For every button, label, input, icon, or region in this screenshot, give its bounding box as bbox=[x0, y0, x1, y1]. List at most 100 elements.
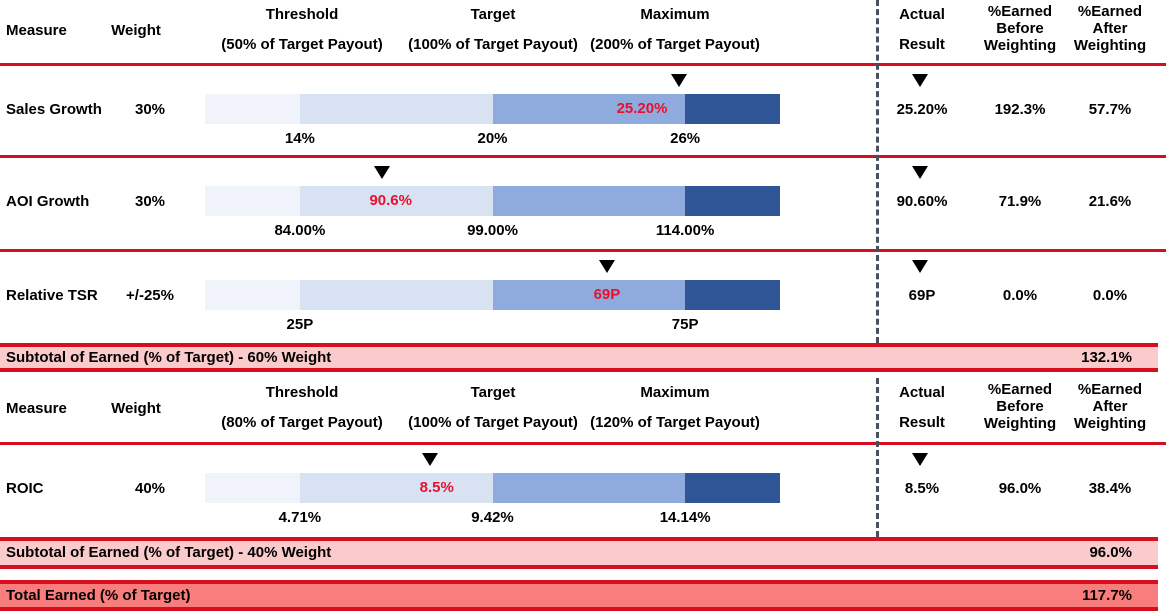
header-maximum-sub: (120% of Target Payout) bbox=[590, 414, 760, 431]
axis-tick-label: 14% bbox=[284, 130, 315, 147]
header-earned-before: Weighting bbox=[983, 37, 1057, 54]
actual-result-value: 90.60% bbox=[896, 193, 948, 210]
header-earned-after: After bbox=[1092, 398, 1128, 415]
earned-before-value: 0.0% bbox=[1002, 287, 1038, 304]
axis-tick-label: 25P bbox=[286, 316, 314, 333]
measure-row: Relative TSR +/-25% 69P 25P 75P 69P 0.0% 0.0% bbox=[0, 252, 1166, 343]
header-threshold-sub: (50% of Target Payout) bbox=[221, 36, 383, 53]
actual-result-marker-icon bbox=[912, 453, 928, 466]
dashed-separator bbox=[876, 378, 879, 537]
gauge-segment bbox=[205, 186, 300, 216]
result-marker-icon bbox=[374, 166, 391, 179]
measure-label: Relative TSR bbox=[6, 287, 98, 304]
red-divider-line bbox=[0, 63, 1166, 66]
header-maximum-title: Maximum bbox=[640, 6, 710, 23]
header-target-title: Target bbox=[470, 384, 516, 401]
gauge-segment bbox=[299, 186, 493, 216]
red-divider-line bbox=[0, 249, 1166, 252]
result-value-label: 8.5% bbox=[419, 479, 454, 496]
measure-row: ROIC 40% 8.5% 4.71% 9.42% 14.14% 8.5% 96.0% 38.4… bbox=[0, 445, 1166, 537]
axis-tick-label: 4.71% bbox=[278, 509, 322, 526]
gauge-segment bbox=[685, 94, 780, 124]
axis-tick-label: 75P bbox=[671, 316, 699, 333]
gauge-segment bbox=[299, 473, 493, 503]
header-target-title: Target bbox=[470, 6, 516, 23]
total-label: Total Earned (% of Target) bbox=[6, 587, 191, 604]
gauge-segment bbox=[492, 94, 686, 124]
measure-row: AOI Growth 30% 90.6% 84.00% 99.00% 114.00% 90.… bbox=[0, 158, 1166, 249]
header-weight: Weight bbox=[111, 22, 161, 39]
section-header: Measure Weight Threshold (80% of Target Pay… bbox=[0, 378, 1166, 442]
header-earned-before: Before bbox=[996, 398, 1044, 415]
subtotal-row: Subtotal of Earned (% of Target) - 40% W… bbox=[0, 537, 1158, 569]
header-earned-before: %Earned bbox=[987, 3, 1053, 20]
axis-tick-label: 114.00% bbox=[655, 222, 715, 239]
earned-before-value: 96.0% bbox=[998, 480, 1042, 497]
subtotal-value: 96.0% bbox=[1089, 544, 1132, 561]
weight-value: 30% bbox=[134, 193, 166, 210]
section-header: Measure Weight Threshold (50% of Target Pay… bbox=[0, 0, 1166, 63]
gauge-segment bbox=[492, 473, 686, 503]
header-threshold-title: Threshold bbox=[265, 384, 339, 401]
gauge-segment bbox=[205, 280, 300, 310]
axis-tick-label: 84.00% bbox=[274, 222, 326, 239]
axis-tick-label: 14.14% bbox=[659, 509, 711, 526]
gauge-bar: 25.20% bbox=[205, 94, 780, 124]
header-maximum-sub: (200% of Target Payout) bbox=[590, 36, 760, 53]
header-earned-before: Weighting bbox=[983, 415, 1057, 432]
gauge-bar: 69P bbox=[205, 280, 780, 310]
gauge-segment bbox=[685, 280, 780, 310]
header-target-sub: (100% of Target Payout) bbox=[408, 414, 578, 431]
header-actual-result: Actual bbox=[899, 6, 945, 23]
red-divider-line bbox=[0, 155, 1166, 158]
header-threshold-title: Threshold bbox=[265, 6, 339, 23]
weight-value: +/-25% bbox=[126, 287, 174, 304]
axis-tick-label: 9.42% bbox=[471, 509, 514, 526]
gauge-segment bbox=[685, 186, 780, 216]
total-value: 117.7% bbox=[1081, 587, 1132, 604]
header-target-sub: (100% of Target Payout) bbox=[408, 36, 578, 53]
actual-result-value: 8.5% bbox=[904, 480, 940, 497]
gauge-segment bbox=[205, 94, 300, 124]
header-earned-after: After bbox=[1092, 20, 1128, 37]
header-actual-result: Actual bbox=[899, 384, 945, 401]
earned-after-value: 21.6% bbox=[1088, 193, 1132, 210]
weight-value: 40% bbox=[134, 480, 166, 497]
actual-result-marker-icon bbox=[912, 260, 928, 273]
header-maximum-title: Maximum bbox=[640, 384, 710, 401]
subtotal-row: Subtotal of Earned (% of Target) - 60% W… bbox=[0, 343, 1158, 372]
earned-after-value: 38.4% bbox=[1088, 480, 1132, 497]
header-earned-before: %Earned bbox=[987, 381, 1053, 398]
result-marker-icon bbox=[670, 74, 687, 87]
subtotal-value: 132.1% bbox=[1081, 349, 1132, 366]
result-value-label: 69P bbox=[593, 286, 621, 303]
header-measure: Measure bbox=[6, 400, 67, 417]
header-threshold-sub: (80% of Target Payout) bbox=[221, 414, 383, 431]
actual-result-value: 25.20% bbox=[896, 101, 948, 118]
header-earned-after: %Earned bbox=[1077, 3, 1143, 20]
weight-value: 30% bbox=[134, 101, 166, 118]
result-marker-icon bbox=[598, 260, 615, 273]
gauge-segment bbox=[492, 280, 686, 310]
header-actual-result: Result bbox=[899, 36, 945, 53]
earned-before-value: 192.3% bbox=[994, 101, 1046, 118]
header-earned-after: Weighting bbox=[1073, 37, 1147, 54]
measure-label: ROIC bbox=[6, 480, 44, 497]
total-row: Total Earned (% of Target) 117.7% bbox=[0, 580, 1158, 611]
measure-row: Sales Growth 30% 25.20% 14% 20% 26% 25.20% 192.… bbox=[0, 66, 1166, 155]
axis-tick-label: 20% bbox=[477, 130, 508, 147]
dashed-separator bbox=[876, 0, 879, 343]
axis-tick-label: 26% bbox=[670, 130, 701, 147]
result-value-label: 25.20% bbox=[616, 100, 668, 117]
header-earned-after: %Earned bbox=[1077, 381, 1143, 398]
result-value-label: 90.6% bbox=[369, 192, 412, 209]
gauge-segment bbox=[205, 473, 300, 503]
red-divider-line bbox=[0, 442, 1166, 445]
measure-label: AOI Growth bbox=[6, 193, 90, 210]
gauge-segment bbox=[492, 186, 686, 216]
axis-tick-label: 99.00% bbox=[467, 222, 518, 239]
actual-result-marker-icon bbox=[912, 166, 928, 179]
gauge-segment bbox=[685, 473, 780, 503]
gauge-segment bbox=[299, 280, 493, 310]
